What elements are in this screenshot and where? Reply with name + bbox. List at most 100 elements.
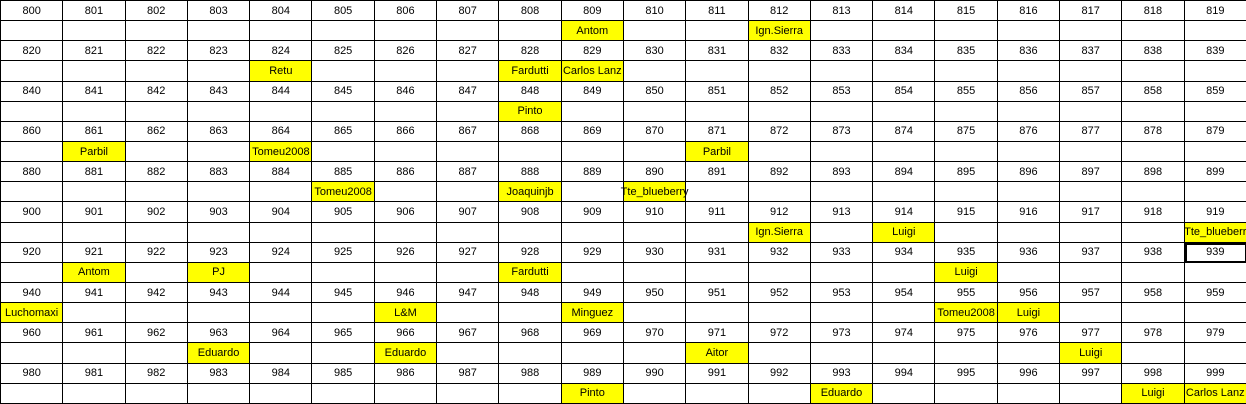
- name-cell[interactable]: Aitor: [686, 343, 749, 364]
- number-cell[interactable]: 870: [623, 121, 687, 142]
- number-cell[interactable]: 917: [1060, 202, 1123, 223]
- number-cell[interactable]: 958: [1122, 282, 1185, 304]
- name-cell[interactable]: [561, 222, 624, 243]
- name-cell[interactable]: [312, 383, 375, 404]
- number-cell[interactable]: 875: [935, 121, 998, 142]
- name-cell[interactable]: [1184, 61, 1246, 82]
- name-cell[interactable]: Pinto: [561, 383, 624, 404]
- number-cell[interactable]: 848: [499, 81, 562, 102]
- name-cell[interactable]: [63, 383, 126, 404]
- number-cell[interactable]: 911: [686, 202, 749, 223]
- number-cell[interactable]: 931: [686, 242, 749, 263]
- number-cell[interactable]: 810: [623, 1, 687, 22]
- number-cell[interactable]: 820: [1, 41, 64, 62]
- name-cell[interactable]: [1122, 141, 1185, 163]
- name-cell[interactable]: [250, 383, 313, 404]
- name-cell[interactable]: Ign.Sierra: [748, 21, 811, 42]
- number-cell[interactable]: 973: [810, 323, 874, 344]
- name-cell[interactable]: [748, 182, 811, 203]
- number-cell[interactable]: 900: [1, 202, 64, 223]
- number-cell[interactable]: 861: [63, 121, 126, 142]
- name-cell[interactable]: [810, 101, 874, 122]
- name-cell[interactable]: [1184, 303, 1246, 324]
- number-cell[interactable]: 846: [374, 81, 438, 102]
- number-cell[interactable]: 811: [686, 1, 749, 22]
- number-cell[interactable]: 945: [312, 282, 375, 304]
- number-cell[interactable]: 894: [873, 162, 936, 183]
- number-cell[interactable]: 933: [810, 242, 874, 263]
- name-cell[interactable]: [810, 21, 874, 42]
- name-cell[interactable]: Parbil: [686, 141, 749, 163]
- name-cell[interactable]: [997, 141, 1061, 163]
- name-cell[interactable]: [499, 21, 562, 42]
- number-cell[interactable]: 837: [1060, 41, 1123, 62]
- name-cell[interactable]: Joaquinjb: [499, 182, 562, 203]
- number-cell[interactable]: 860: [1, 121, 64, 142]
- number-cell[interactable]: 888: [499, 162, 562, 183]
- number-cell[interactable]: 821: [63, 41, 126, 62]
- name-cell[interactable]: Minguez: [561, 303, 624, 324]
- number-cell[interactable]: 808: [499, 1, 562, 22]
- number-cell[interactable]: 993: [810, 363, 874, 384]
- number-cell[interactable]: 930: [623, 242, 687, 263]
- name-cell[interactable]: [873, 383, 936, 404]
- number-cell[interactable]: 977: [1060, 323, 1123, 344]
- number-cell[interactable]: 881: [63, 162, 126, 183]
- number-cell[interactable]: 893: [810, 162, 874, 183]
- number-cell[interactable]: 809: [561, 1, 624, 22]
- number-cell[interactable]: 897: [1060, 162, 1123, 183]
- number-cell[interactable]: 962: [125, 323, 188, 344]
- number-cell[interactable]: 954: [873, 282, 936, 304]
- name-cell[interactable]: [873, 343, 936, 364]
- name-cell[interactable]: [935, 182, 998, 203]
- number-cell[interactable]: 992: [748, 363, 811, 384]
- name-cell[interactable]: [312, 262, 375, 283]
- number-cell[interactable]: 995: [935, 363, 998, 384]
- number-cell[interactable]: 985: [312, 363, 375, 384]
- name-cell[interactable]: [1, 61, 64, 82]
- name-cell[interactable]: [437, 303, 500, 324]
- name-cell[interactable]: [873, 21, 936, 42]
- name-cell[interactable]: [1060, 21, 1123, 42]
- number-cell[interactable]: 886: [374, 162, 438, 183]
- name-cell[interactable]: PJ: [187, 262, 251, 283]
- number-cell[interactable]: 862: [125, 121, 188, 142]
- name-cell[interactable]: [374, 141, 438, 163]
- name-cell[interactable]: [63, 101, 126, 122]
- number-cell[interactable]: 905: [312, 202, 375, 223]
- name-cell[interactable]: Luigi: [873, 222, 936, 243]
- number-cell[interactable]: 903: [187, 202, 251, 223]
- number-cell[interactable]: 806: [374, 1, 438, 22]
- number-cell[interactable]: 990: [623, 363, 687, 384]
- name-cell[interactable]: [810, 303, 874, 324]
- name-cell[interactable]: [437, 21, 500, 42]
- number-cell[interactable]: 847: [437, 81, 500, 102]
- number-cell[interactable]: 887: [437, 162, 500, 183]
- name-cell[interactable]: [810, 141, 874, 163]
- name-cell[interactable]: [623, 61, 687, 82]
- name-cell[interactable]: [1, 141, 64, 163]
- number-cell[interactable]: 839: [1184, 41, 1246, 62]
- name-cell[interactable]: [437, 141, 500, 163]
- name-cell[interactable]: [873, 61, 936, 82]
- name-cell[interactable]: Eduardo: [810, 383, 874, 404]
- name-cell[interactable]: [187, 222, 251, 243]
- number-cell[interactable]: 858: [1122, 81, 1185, 102]
- number-cell[interactable]: 920: [1, 242, 64, 263]
- number-cell[interactable]: 863: [187, 121, 251, 142]
- name-cell[interactable]: [810, 222, 874, 243]
- number-cell[interactable]: 959: [1184, 282, 1246, 304]
- name-cell[interactable]: [125, 303, 188, 324]
- number-cell[interactable]: 890: [623, 162, 687, 183]
- number-cell[interactable]: 925: [312, 242, 375, 263]
- name-cell[interactable]: [1, 222, 64, 243]
- name-cell[interactable]: [686, 182, 749, 203]
- name-cell[interactable]: [187, 61, 251, 82]
- name-cell[interactable]: [63, 222, 126, 243]
- number-cell[interactable]: 803: [187, 1, 251, 22]
- name-cell[interactable]: [686, 101, 749, 122]
- number-cell[interactable]: 823: [187, 41, 251, 62]
- number-cell[interactable]: 802: [125, 1, 188, 22]
- number-cell[interactable]: 889: [561, 162, 624, 183]
- number-cell[interactable]: 898: [1122, 162, 1185, 183]
